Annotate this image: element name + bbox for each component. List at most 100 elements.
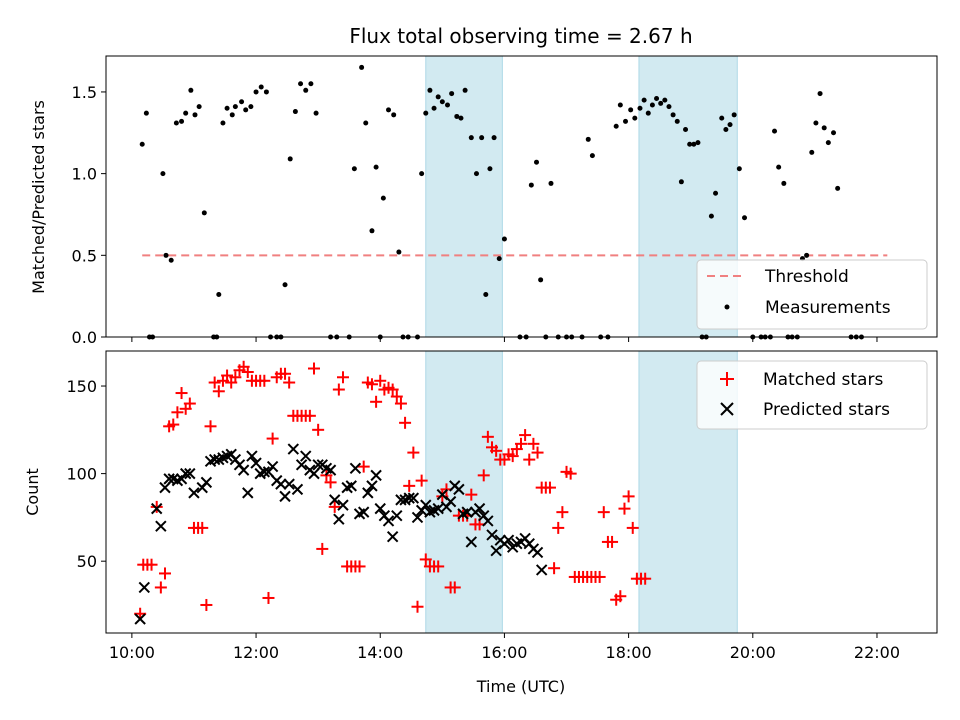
x-tick-label: 16:00 — [481, 643, 527, 662]
measurement-point — [263, 89, 269, 95]
measurement-point — [313, 110, 319, 116]
measurement-point — [674, 118, 680, 124]
matched-star-point — [597, 506, 610, 519]
matched-star-point — [316, 542, 329, 555]
measurement-point — [373, 164, 379, 170]
measurement-point — [678, 179, 684, 185]
measurement-point — [641, 97, 647, 103]
predicted-star-point — [159, 481, 171, 494]
legend-measurements-swatch — [724, 304, 730, 310]
predicted-star-point — [370, 469, 382, 482]
predicted-star-point — [266, 460, 279, 473]
top-x-ticks — [131, 337, 878, 342]
matched-star-point — [593, 570, 606, 583]
predicted-star-point — [333, 513, 345, 525]
y-tick-label: 100 — [66, 465, 97, 484]
measurement-point — [835, 185, 841, 191]
measurement-point — [658, 100, 664, 106]
measurement-point — [220, 120, 226, 126]
matched-star-point — [390, 390, 403, 403]
measurement-point — [473, 171, 479, 177]
bottom-legend: Matched stars Predicted stars — [696, 360, 928, 430]
matched-star-point — [415, 474, 428, 487]
matched-star-point — [477, 469, 490, 482]
measurement-point — [462, 87, 468, 93]
predicted-star-point — [482, 515, 494, 527]
predicted-star-point — [432, 502, 444, 515]
measurement-point — [637, 105, 643, 111]
measurement-point — [719, 115, 725, 121]
matched-star-point — [614, 590, 627, 603]
matched-star-point — [204, 420, 217, 433]
matched-star-point — [564, 467, 577, 480]
measurement-point — [831, 130, 837, 136]
measurement-point — [308, 81, 314, 87]
matched-star-point — [303, 409, 316, 422]
measurement-point — [613, 123, 619, 129]
top-legend-box — [696, 259, 928, 330]
measurement-point — [528, 182, 534, 188]
measurement-point — [468, 135, 474, 141]
predicted-star-point — [349, 462, 362, 475]
measurement-point — [458, 115, 464, 121]
matched-star-point — [229, 371, 242, 384]
matched-star-point — [407, 446, 420, 459]
x-tick-label: 14:00 — [357, 643, 403, 662]
matched-star-point — [639, 572, 652, 585]
predicted-star-point — [473, 502, 486, 515]
matched-star-point — [283, 376, 296, 389]
y-tick-label: 1.5 — [72, 83, 97, 102]
predicted-star-point — [283, 478, 295, 490]
predicted-star-point — [391, 509, 403, 522]
measurement-point — [821, 125, 827, 131]
measurement-point — [538, 277, 544, 283]
top-y-ticks: 0.0 0.5 1.0 1.5 — [72, 83, 106, 347]
measurement-point — [188, 87, 194, 93]
matched-star-markers — [134, 360, 652, 620]
predicted-star-point — [328, 494, 341, 506]
measurement-point — [487, 166, 493, 172]
measurement-point — [727, 122, 733, 128]
measurement-point — [419, 171, 425, 177]
measurement-point — [662, 97, 668, 103]
predicted-star-point — [420, 499, 432, 511]
measurement-point — [359, 64, 365, 70]
predicted-star-point — [291, 483, 304, 496]
x-tick-label: 22:00 — [854, 643, 900, 662]
measurement-point — [380, 195, 386, 201]
legend-predicted-label: Predicted stars — [763, 400, 890, 420]
measurement-point — [351, 166, 357, 172]
measurement-point — [168, 257, 174, 263]
measurement-point — [623, 118, 629, 124]
predicted-star-point — [444, 495, 457, 508]
matched-star-point — [618, 502, 631, 515]
predicted-star-point — [246, 450, 258, 462]
predicted-star-point — [184, 467, 196, 480]
measurement-point — [683, 127, 689, 133]
measurement-point — [649, 102, 655, 108]
measurement-point — [479, 135, 485, 141]
measurement-point — [160, 171, 166, 177]
bottom-y-axis-label: Count — [23, 468, 42, 516]
predicted-star-point — [200, 476, 213, 489]
measurement-point — [813, 120, 819, 126]
predicted-star-point — [287, 443, 300, 455]
x-axis-label: Time (UTC) — [476, 677, 565, 696]
measurement-point — [139, 141, 145, 147]
y-tick-label: 50 — [77, 552, 97, 571]
measurement-point — [298, 81, 304, 87]
measurement-point — [454, 113, 460, 119]
measurement-point — [736, 166, 742, 172]
measurement-point — [817, 91, 823, 97]
predicted-star-point — [386, 530, 399, 543]
legend-matched-swatch — [720, 372, 734, 386]
matched-star-point — [386, 383, 399, 396]
matched-star-point — [543, 481, 556, 494]
predicted-star-point — [374, 502, 386, 515]
top-axes-frame — [105, 55, 938, 338]
matched-star-point — [150, 500, 163, 513]
matched-star-point — [465, 488, 478, 501]
y-tick-label: 150 — [66, 377, 97, 396]
measurement-point — [258, 84, 264, 90]
